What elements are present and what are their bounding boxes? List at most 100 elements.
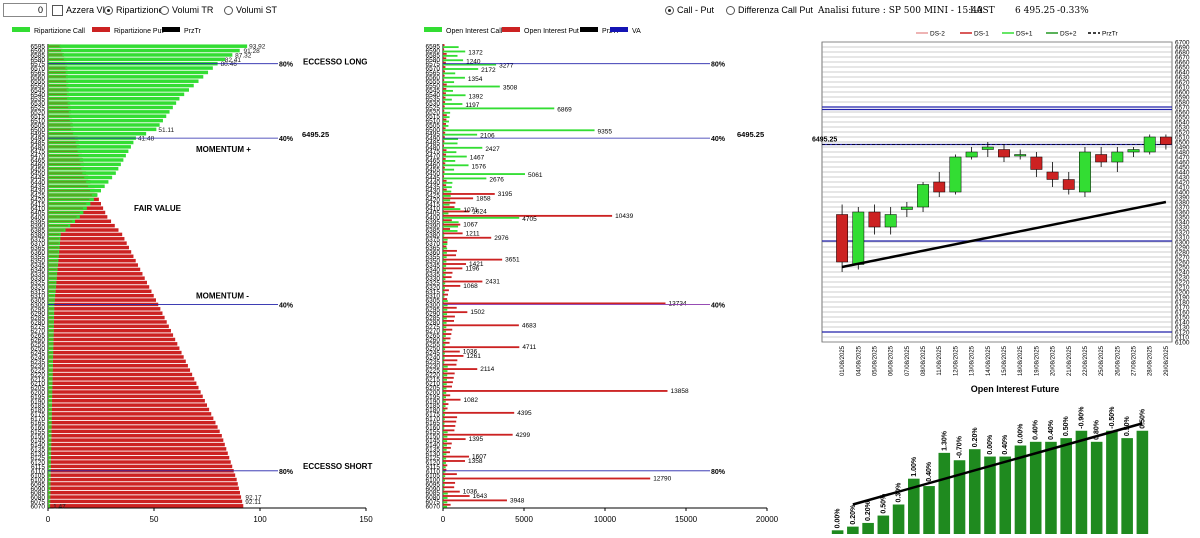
change-value: -0.33%	[1057, 6, 1089, 16]
put-oi-bar	[443, 92, 446, 95]
call-oi-bar	[443, 94, 466, 97]
strike-label: 6140	[426, 442, 441, 449]
radio-dot[interactable]	[160, 6, 169, 16]
put-oi-value: 1502	[470, 309, 485, 316]
y-tick-label: 6550	[1175, 115, 1190, 122]
legend-swatch	[92, 27, 110, 32]
overlap-bar	[48, 71, 66, 74]
overlap-bar	[48, 487, 51, 489]
call-oi-bar	[443, 308, 448, 311]
strike-label: 6145	[426, 438, 441, 445]
put-oi-bar	[443, 52, 447, 55]
strike-label: 6170	[31, 416, 46, 423]
overlap-bar	[48, 413, 52, 415]
y-tick-label: 6470	[1175, 155, 1190, 162]
price-label: 6495.25	[302, 130, 329, 139]
put-oi-bar	[443, 355, 464, 357]
strike-label: 6450	[31, 171, 46, 178]
radio-dot[interactable]	[726, 6, 735, 16]
strike-label: 6400	[426, 214, 441, 221]
oi-future-bar	[831, 530, 844, 534]
azzera-vi-checkbox[interactable]: Azzera VI	[52, 5, 105, 17]
legend-label: DS-2	[930, 31, 945, 38]
overlap-bar	[48, 260, 58, 262]
radio-dot[interactable]	[224, 6, 233, 16]
put-oi-bar	[443, 403, 449, 406]
call-oi-bar	[443, 356, 445, 359]
y-tick-label: 6600	[1175, 90, 1190, 97]
overlap-bar	[48, 58, 64, 60]
overlap-bar	[48, 400, 52, 402]
overlap-bar	[48, 229, 64, 231]
put-oi-bar	[443, 350, 460, 353]
oi-future-bar	[1029, 441, 1042, 534]
level-pct: 40%	[279, 136, 294, 143]
checkbox-box[interactable]	[52, 5, 63, 17]
volumi-st-radio[interactable]: Volumi ST	[224, 5, 278, 16]
call-oi-bar	[443, 457, 447, 460]
put-oi-bar	[443, 271, 453, 274]
call-oi-bar	[443, 383, 447, 386]
legend-label: Open Interest Put	[524, 28, 579, 35]
strike-label: 6210	[426, 381, 441, 388]
strike-label: 6460	[31, 162, 46, 169]
ripartizione-radio[interactable]: Ripartizione	[104, 5, 164, 16]
put-bar	[48, 250, 132, 254]
call-oi-bar	[443, 133, 478, 136]
candle-body	[949, 156, 962, 193]
price-label: 6495.25	[737, 130, 764, 139]
strike-label: 6395	[426, 219, 441, 226]
date-label: 04/08/2025	[856, 345, 862, 376]
put-bar	[48, 394, 203, 399]
call-oi-bar	[443, 203, 450, 206]
overlap-bar	[48, 461, 51, 463]
put-bar	[48, 298, 156, 302]
radio-dot[interactable]	[665, 6, 674, 16]
overlap-bar	[48, 500, 50, 503]
date-label: 29/08/2025	[1164, 345, 1170, 376]
value-label: 93.92	[249, 44, 266, 51]
price-label: 6495.25	[812, 136, 837, 143]
y-tick-label: 6240	[1175, 270, 1190, 277]
put-oi-bar	[443, 503, 451, 506]
volumi-st-label: Volumi ST	[236, 5, 278, 15]
oi-future-bar	[938, 452, 951, 534]
y-tick-label: 6680	[1175, 50, 1190, 57]
put-oi-value: 1067	[463, 222, 478, 229]
put-oi-bar	[443, 372, 455, 375]
strike-label: 6485	[31, 140, 46, 147]
strike-label: 6270	[426, 328, 441, 335]
volumi-tr-radio[interactable]: Volumi TR	[160, 5, 213, 16]
call-oi-bar	[443, 413, 446, 416]
strike-label: 6440	[426, 179, 441, 186]
put-bar	[48, 219, 112, 224]
radio-dot[interactable]	[104, 6, 113, 16]
call-bar	[48, 48, 240, 53]
overlap-bar	[48, 496, 51, 498]
put-oi-bar	[443, 376, 454, 379]
strike-label: 6445	[426, 175, 441, 182]
call-put-radio[interactable]: Call - Put	[665, 5, 715, 16]
oi-future-label: 0.40%	[1002, 434, 1009, 455]
call-oi-bar	[443, 225, 459, 228]
strike-label: 6295	[426, 306, 441, 313]
overlap-bar	[48, 185, 89, 187]
call-put-label: Call - Put	[677, 5, 715, 15]
put-oi-bar	[443, 302, 666, 305]
overlap-bar	[48, 238, 60, 240]
number-input[interactable]: 0	[3, 3, 47, 17]
call-bar	[48, 101, 177, 105]
call-oi-bar	[443, 208, 461, 210]
date-label: 13/08/2025	[970, 345, 976, 376]
call-oi-bar	[443, 212, 449, 215]
differenza-radio[interactable]: Differenza Call Put	[726, 5, 813, 16]
put-oi-bar	[443, 407, 448, 410]
y-tick-label: 6340	[1175, 220, 1190, 227]
put-oi-bar	[443, 460, 465, 462]
date-label: 28/08/2025	[1148, 345, 1154, 376]
y-tick-label: 6130	[1175, 325, 1190, 332]
y-tick-label: 6110	[1175, 335, 1189, 342]
call-oi-bar	[443, 186, 452, 189]
put-oi-value: 4683	[522, 322, 537, 329]
